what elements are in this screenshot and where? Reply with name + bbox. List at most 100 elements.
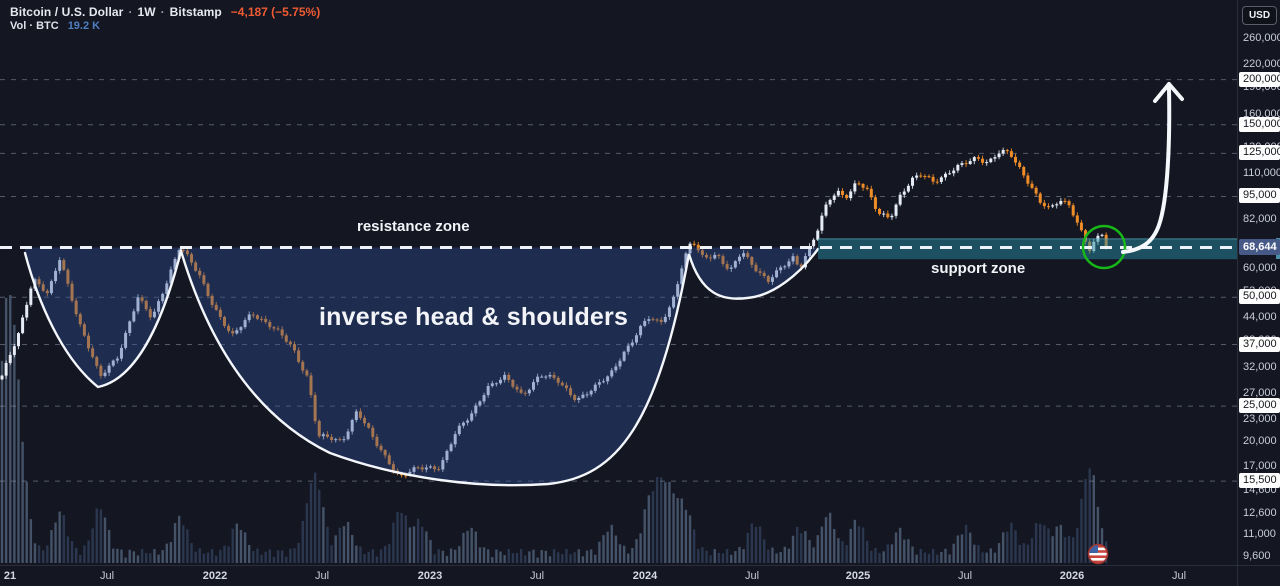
candle-body — [45, 290, 49, 294]
volume-bar — [421, 526, 424, 563]
candle-body — [391, 464, 395, 471]
candle-body — [103, 372, 107, 376]
volume-bar — [396, 512, 399, 563]
candle-body — [985, 162, 989, 164]
volume-bar — [866, 540, 869, 563]
volume-bar — [157, 554, 160, 563]
candle-body — [1042, 202, 1046, 207]
currency-unit-button[interactable]: USD — [1242, 6, 1277, 25]
volume-bar — [1022, 543, 1025, 563]
candle-body — [968, 161, 972, 165]
time-axis[interactable]: 21 Jul 2022 Jul 2023 Jul 2024 Jul 2025 Jul 2026 Jul — [0, 565, 1280, 586]
volume-bar — [651, 491, 655, 563]
price-axis[interactable]: USD 260,000220,000190,000160,000130,0001… — [1237, 0, 1280, 565]
volume-bar — [462, 532, 465, 563]
price-level-badge: 50,000 — [1239, 289, 1280, 305]
candle-body — [602, 381, 606, 383]
volume-bar — [915, 554, 918, 563]
volume-bar — [248, 545, 251, 563]
candle-body — [812, 239, 816, 247]
candle-body — [647, 319, 651, 321]
breakout-highlight-circle[interactable] — [1081, 224, 1127, 270]
candle-body — [1030, 183, 1034, 188]
symbol-title[interactable]: Bitcoin / U.S. Dollar — [10, 5, 124, 19]
price-tick-label: 27,000 — [1243, 387, 1277, 400]
candle-body — [684, 253, 688, 269]
candle-body — [474, 405, 478, 414]
volume-bar — [894, 532, 898, 563]
inverse-head-shoulders-label[interactable]: inverse head & shoulders — [319, 303, 629, 331]
candle-body — [758, 271, 762, 273]
volume-bar — [845, 545, 848, 563]
volume-bar — [795, 526, 799, 563]
volume-bar — [618, 544, 622, 563]
candle-body — [247, 314, 251, 321]
candle-body — [264, 318, 268, 323]
volume-bar — [206, 552, 210, 563]
candle-body — [573, 395, 577, 400]
volume-bar — [1059, 524, 1063, 563]
candle-body — [630, 342, 634, 346]
volume-bar — [1051, 536, 1054, 563]
candle-body — [733, 261, 737, 268]
volume-bar — [379, 549, 383, 563]
price-tick-label: 82,000 — [1243, 213, 1277, 226]
exchange-label[interactable]: Bitstamp — [169, 5, 222, 19]
pattern-outline-curve[interactable] — [23, 246, 820, 487]
candle-body — [696, 244, 700, 251]
candle-body — [21, 317, 25, 334]
candle-body — [886, 213, 890, 218]
volume-bar — [342, 526, 346, 563]
candle-body — [614, 366, 618, 371]
volume-bar — [1018, 544, 1021, 563]
candle-body — [62, 260, 66, 270]
volume-bar — [548, 556, 552, 563]
volume-label[interactable]: Vol · BTC — [10, 20, 59, 32]
volume-bar — [1096, 506, 1100, 563]
candle-body — [799, 264, 803, 268]
candle-body — [770, 277, 774, 282]
volume-bar — [857, 526, 861, 563]
candle-body — [420, 467, 424, 470]
support-zone-label[interactable]: support zone — [931, 260, 1026, 277]
volume-bar — [79, 554, 82, 563]
candle-body — [494, 383, 498, 385]
candle-body — [725, 263, 729, 269]
volume-bar — [907, 539, 910, 563]
candle-body — [948, 173, 952, 175]
candle-body — [350, 420, 354, 432]
candle-body — [478, 401, 482, 406]
candle-body — [853, 183, 857, 192]
volume-bar — [606, 531, 609, 563]
volume-bar — [482, 547, 486, 563]
candle-body — [931, 176, 935, 182]
volume-bar — [293, 548, 296, 563]
volume-bar — [42, 550, 45, 563]
volume-bar — [140, 549, 144, 563]
volume-bar — [351, 534, 354, 563]
volume-bar — [338, 527, 342, 563]
price-level-badge: 125,000 — [1239, 145, 1280, 161]
candle-body — [750, 256, 754, 265]
price-chart-canvas[interactable] — [0, 0, 1237, 565]
volume-bar — [433, 554, 436, 563]
volume-bar — [29, 519, 33, 563]
candle-body — [379, 445, 383, 451]
resistance-zone-label[interactable]: resistance zone — [357, 218, 470, 235]
candle-body — [449, 444, 453, 451]
candle-body — [99, 365, 103, 376]
candle-body — [441, 460, 445, 470]
volume-bar — [359, 546, 362, 563]
candle-body — [354, 411, 358, 421]
candle-body — [581, 394, 585, 398]
candle-body — [325, 434, 329, 437]
candle-body — [16, 333, 20, 347]
candle-body — [272, 327, 276, 329]
interval-label[interactable]: 1W — [137, 5, 156, 19]
candle-body — [519, 389, 523, 393]
volume-bar — [557, 552, 560, 563]
volume-bar — [1010, 522, 1013, 563]
pattern-fill[interactable] — [25, 247, 818, 486]
candle-body — [346, 431, 350, 440]
projection-arrow[interactable] — [1121, 86, 1172, 254]
